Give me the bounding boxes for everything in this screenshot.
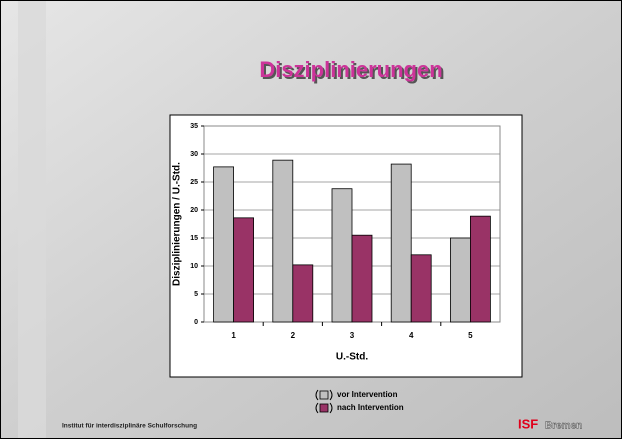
chart-title: Disziplinierungen	[259, 57, 442, 82]
bar	[391, 164, 411, 322]
legend-label: nach Intervention	[337, 403, 404, 412]
logo-mark: ISF	[518, 416, 538, 431]
bar	[332, 189, 352, 322]
legend-swatch	[320, 404, 328, 412]
y-tick-label: 20	[190, 207, 198, 214]
bar	[234, 218, 254, 322]
y-tick-label: 5	[194, 291, 198, 298]
x-tick-label: 5	[468, 331, 473, 340]
y-tick-label: 25	[190, 179, 198, 186]
slide: Disziplinierungen Disziplinierungen Disz…	[0, 0, 622, 439]
x-tick-label: 1	[231, 331, 236, 340]
legend-label: vor Intervention	[337, 390, 398, 399]
bar	[470, 216, 490, 322]
x-tick-label: 2	[291, 331, 296, 340]
x-axis-label: U.-Std.	[336, 352, 368, 363]
bar	[214, 167, 234, 322]
y-tick-label: 30	[190, 151, 198, 158]
footer-institute: Institut für interdisziplinäre Schulfors…	[62, 423, 197, 430]
bar	[352, 235, 372, 322]
bar	[411, 255, 431, 322]
y-tick-label: 0	[194, 319, 198, 326]
y-tick-label: 10	[190, 263, 198, 270]
bar	[273, 160, 293, 322]
side-band	[18, 1, 46, 438]
y-tick-label: 35	[190, 123, 198, 130]
y-tick-label: 15	[190, 235, 198, 242]
bar	[293, 265, 313, 322]
logo-city: Bremen	[545, 421, 582, 432]
y-axis-label: Disziplinierungen / U.-Std.	[172, 162, 183, 286]
x-tick-label: 3	[350, 331, 355, 340]
legend-swatch	[320, 391, 328, 399]
x-tick-label: 4	[409, 331, 414, 340]
bar	[450, 238, 470, 322]
